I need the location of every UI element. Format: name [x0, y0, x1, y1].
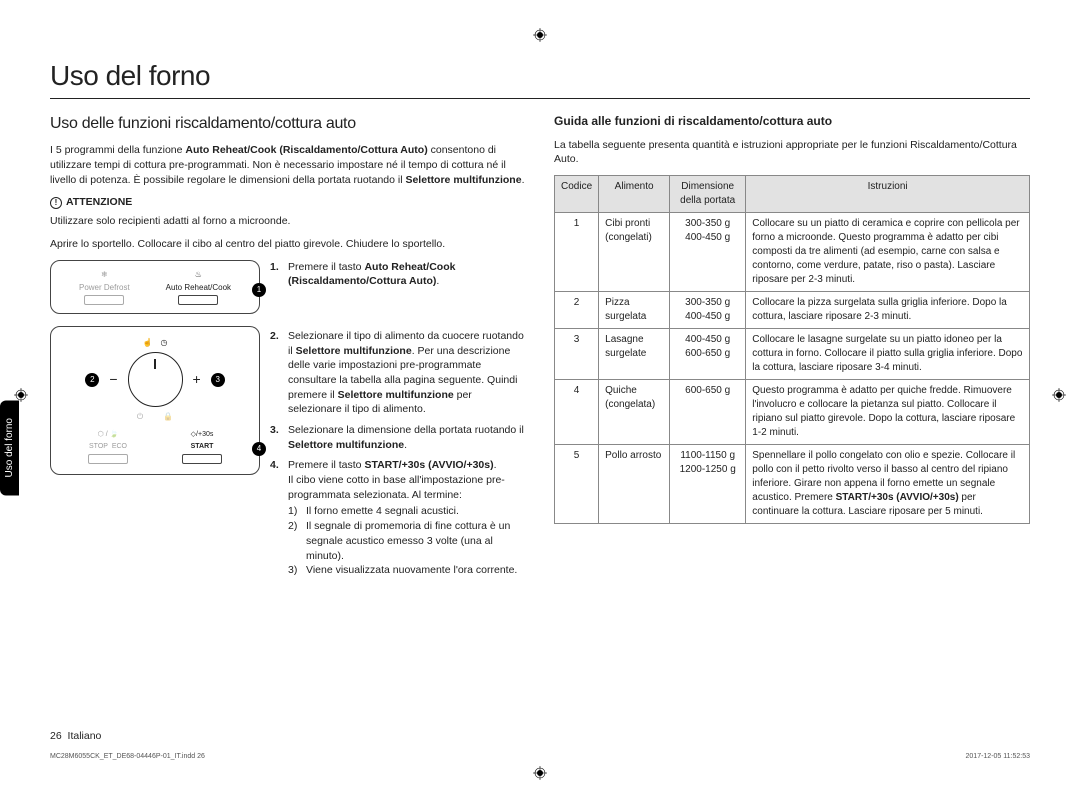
stop-label: STOP ECO [89, 442, 127, 452]
button-rect [84, 295, 124, 305]
snowflake-icon: ❄ [101, 269, 108, 280]
cell-instr: Spennellare il pollo congelato con olio … [746, 445, 1030, 524]
table-body: 1Cibi pronti (congelati)300-350 g400-450… [555, 213, 1030, 524]
section-heading: Uso delle funzioni riscaldamento/cottura… [50, 113, 526, 135]
table-row: 2Pizza surgelata300-350 g400-450 gColloc… [555, 292, 1030, 329]
th-food: Alimento [599, 176, 670, 213]
minus-icon: − [109, 370, 117, 390]
guide-table: Codice Alimento Dimensione della portata… [554, 175, 1030, 524]
hand-icon: ☝ [143, 337, 153, 348]
cell-instr: Questo programma è adatto per quiche fre… [746, 380, 1030, 445]
sub-3: 3)Viene visualizzata nuovamente l'ora co… [288, 563, 526, 578]
attention-row: ! ATTENZIONE [50, 195, 526, 210]
sub-2: 2)Il segnale di promemoria di fine cottu… [288, 519, 526, 563]
step-badge-3: 3 [211, 373, 225, 387]
cell-code: 1 [555, 213, 599, 292]
intro-bold: Auto Reheat/Cook (Riscaldamento/Cottura … [185, 144, 427, 156]
page-content: Uso del forno Uso delle funzioni riscald… [50, 60, 1030, 740]
step-badge-1: 1 [252, 283, 266, 297]
warning-icon: ! [50, 197, 62, 209]
clock-icon: ◷ [160, 337, 167, 348]
cell-size: 400-450 g600-650 g [670, 329, 746, 380]
off-icon: ⏻ [137, 411, 143, 422]
panel-dial: ☝ ◷ 2 − + 3 ⏻ x 🔒 [50, 326, 260, 475]
page-number: 26 [50, 730, 62, 742]
intro-bold-2: Selettore multifunzione [405, 174, 521, 186]
table-row: 5Pollo arrosto1100-1150 g1200-1250 gSpen… [555, 445, 1030, 524]
cell-code: 3 [555, 329, 599, 380]
cell-size: 300-350 g400-450 g [670, 213, 746, 292]
open-door-text: Aprire lo sportello. Collocare il cibo a… [50, 237, 526, 252]
start-label: START [191, 442, 214, 452]
cell-code: 2 [555, 292, 599, 329]
cell-size: 600-650 g [670, 380, 746, 445]
dial-icon [128, 352, 183, 407]
steps-text: Premere il tasto Auto Reheat/Cook (Risca… [270, 260, 526, 584]
guide-heading: Guida alle funzioni di riscaldamento/cot… [554, 113, 1030, 130]
steps-list: Premere il tasto Auto Reheat/Cook (Risca… [270, 260, 526, 578]
cell-food: Pollo arrosto [599, 445, 670, 524]
intro-paragraph: I 5 programmi della funzione Auto Reheat… [50, 143, 526, 187]
step-1: Premere il tasto Auto Reheat/Cook (Risca… [270, 260, 526, 289]
step-badge-2: 2 [85, 373, 99, 387]
cell-instr: Collocare su un piatto di ceramica e cop… [746, 213, 1030, 292]
button-rect [88, 454, 128, 464]
footnote-right: 2017-12-05 ‭11:52:53 [966, 753, 1030, 760]
footnote-left: MC28M6055CK_ET_DE68-04446P-01_IT.indd 26 [50, 753, 205, 760]
reg-mark-right [1052, 388, 1066, 402]
attention-text: Utilizzare solo recipienti adatti al for… [50, 214, 526, 229]
cell-food: Lasagne surgelate [599, 329, 670, 380]
table-header-row: Codice Alimento Dimensione della portata… [555, 176, 1030, 213]
intro-text: I 5 programmi della funzione [50, 144, 185, 156]
plus-icon: + [193, 370, 201, 390]
lock-icon: 🔒 [163, 411, 173, 422]
table-row: 1Cibi pronti (congelati)300-350 g400-450… [555, 213, 1030, 292]
side-tab: Uso del forno [0, 400, 19, 495]
step-2: Selezionare il tipo di alimento da cuoce… [270, 329, 526, 417]
step-4: Premere il tasto START/+30s (AVVIO/+30s)… [270, 458, 526, 578]
cell-instr: Collocare le lasagne surgelate su un pia… [746, 329, 1030, 380]
th-code: Codice [555, 176, 599, 213]
button-rect [182, 454, 222, 464]
cell-instr: Collocare la pizza surgelata sulla grigl… [746, 292, 1030, 329]
panel-top: ❄ Power Defrost ♨ Auto Reheat/Cook 1 [50, 260, 260, 314]
title-divider [50, 98, 1030, 99]
table-row: 3Lasagne surgelate400-450 g600-650 gColl… [555, 329, 1030, 380]
cell-code: 4 [555, 380, 599, 445]
sub-1: 1)Il forno emette 4 segnali acustici. [288, 504, 526, 519]
page-footer: 26 Italiano [50, 730, 101, 742]
attention-label: ATTENZIONE [66, 195, 132, 210]
step-badge-4: 4 [252, 442, 266, 456]
cell-food: Cibi pronti (congelati) [599, 213, 670, 292]
th-instr: Istruzioni [746, 176, 1030, 213]
cell-code: 5 [555, 445, 599, 524]
right-column: Guida alle funzioni di riscaldamento/cot… [554, 113, 1030, 584]
stop-icon: ⬡ / 🍃 [98, 430, 119, 440]
reg-mark-bottom [533, 766, 547, 780]
button-rect [178, 295, 218, 305]
auto-reheat-label: Auto Reheat/Cook [166, 282, 231, 293]
start-icon: ◇/+30s [191, 430, 214, 440]
step-3: Selezionare la dimensione della portata … [270, 423, 526, 452]
left-column: Uso delle funzioni riscaldamento/cottura… [50, 113, 526, 584]
th-size: Dimensione della portata [670, 176, 746, 213]
power-defrost-label: Power Defrost [79, 282, 130, 293]
cell-food: Quiche (congelata) [599, 380, 670, 445]
panel-illustrations: ❄ Power Defrost ♨ Auto Reheat/Cook 1 [50, 260, 260, 584]
page-title: Uso del forno [50, 60, 1030, 92]
cell-size: 1100-1150 g1200-1250 g [670, 445, 746, 524]
guide-intro: La tabella seguente presenta quantità e … [554, 138, 1030, 167]
reg-mark-top [533, 28, 547, 42]
sub-list: 1)Il forno emette 4 segnali acustici. 2)… [288, 504, 526, 577]
steam-icon: ♨ [195, 269, 202, 280]
table-row: 4Quiche (congelata)600-650 gQuesto progr… [555, 380, 1030, 445]
page-lang: Italiano [68, 730, 102, 742]
cell-food: Pizza surgelata [599, 292, 670, 329]
cell-size: 300-350 g400-450 g [670, 292, 746, 329]
